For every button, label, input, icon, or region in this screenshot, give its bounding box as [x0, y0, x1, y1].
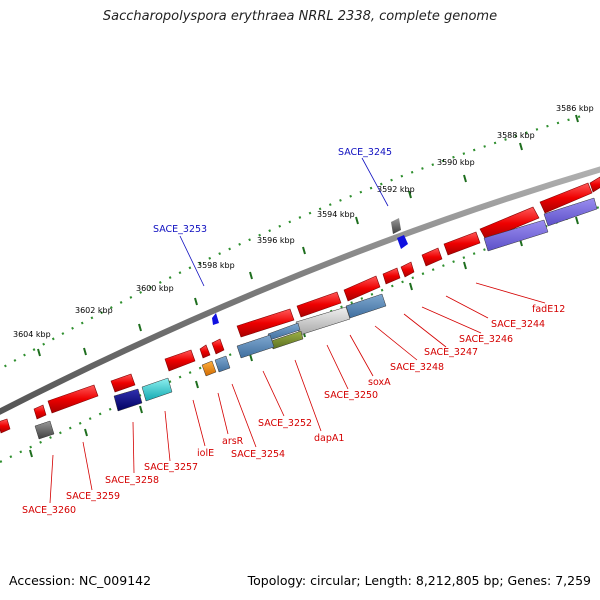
gene-label: SACE_3246	[459, 334, 513, 345]
gene-feature	[110, 373, 136, 393]
gene-feature	[296, 291, 342, 318]
outer-major-ticks	[37, 114, 579, 357]
gene-label: SACE_3257	[144, 462, 198, 473]
gene-feature	[443, 231, 481, 256]
inner-gene-labels: fadE12 SACE_3244 SACE_3246 SACE_3247 SAC…	[22, 304, 565, 516]
topology-text: Topology: circular; Length: 8,212,805 bp…	[247, 573, 591, 588]
scale-tick-label: 3594 kbp	[317, 210, 355, 219]
scale-tick-label: 3596 kbp	[257, 236, 295, 245]
gene-feature	[345, 293, 387, 319]
gene-track	[0, 176, 600, 434]
gene-feature	[141, 377, 173, 402]
gene-feature	[539, 182, 593, 214]
gene-feature	[343, 275, 381, 302]
scale-tick-label: 3598 kbp	[197, 261, 235, 270]
gene-label: SACE_3259	[66, 491, 120, 502]
gene-feature	[47, 384, 99, 414]
gene-label: SACE_3260	[22, 505, 76, 516]
gene-feature	[212, 313, 219, 325]
gene-label: SACE_3245	[338, 147, 392, 158]
gene-feature	[397, 235, 408, 249]
gene-feature	[589, 176, 600, 193]
gene-feature	[214, 355, 231, 373]
gene-feature	[33, 404, 47, 420]
gene-feature	[236, 308, 295, 338]
gene-label: soxA	[368, 377, 391, 388]
gene-feature	[201, 360, 217, 377]
map-title: Saccharopolyspora erythraea NRRL 2338, c…	[102, 9, 498, 24]
gene-feature	[199, 344, 211, 359]
feature-track	[34, 197, 598, 440]
gene-feature	[236, 334, 275, 359]
gene-label: arsR	[222, 436, 244, 447]
gene-feature	[479, 206, 540, 241]
gene-label: SACE_3258	[105, 475, 159, 486]
gene-label: SACE_3254	[231, 449, 285, 460]
gene-feature	[382, 267, 401, 285]
forward-strand-features	[212, 218, 408, 325]
gene-label: SACE_3253	[153, 224, 207, 235]
scale-tick-label: 3588 kbp	[497, 131, 535, 140]
scale-tick-label: 3604 kbp	[13, 330, 51, 339]
gene-label: SACE_3244	[491, 319, 545, 330]
scale-tick-label: 3600 kbp	[136, 284, 174, 293]
scale-tick-label: 3590 kbp	[437, 158, 475, 167]
gene-feature	[34, 420, 55, 440]
scale-tick-label: 3592 kbp	[377, 185, 415, 194]
gene-label: SACE_3247	[424, 347, 478, 358]
gene-label: SACE_3250	[324, 390, 378, 401]
gene-label: fadE12	[532, 304, 565, 315]
gene-feature	[421, 247, 443, 267]
gene-feature	[391, 218, 401, 234]
scale-labels: 3586 kbp 3588 kbp 3590 kbp 3592 kbp 3594…	[13, 104, 594, 339]
label-leader-lines	[49, 282, 546, 504]
scale-tick-label: 3586 kbp	[556, 104, 594, 113]
gene-label: dapA1	[314, 433, 344, 444]
outer-scale-ring	[0, 113, 586, 371]
gene-feature	[164, 349, 196, 372]
gene-feature	[400, 261, 415, 278]
genome-backbone	[0, 166, 600, 415]
outer-gene-labels: SACE_3245 SACE_3253	[153, 147, 392, 235]
scale-tick-label: 3602 kbp	[75, 306, 113, 315]
outer-leader-lines	[179, 157, 389, 287]
gene-label: iolE	[197, 448, 214, 459]
gene-feature	[211, 338, 225, 355]
gene-label: SACE_3252	[258, 418, 312, 429]
gene-feature	[543, 197, 598, 227]
gene-feature	[113, 388, 143, 412]
gene-label: SACE_3248	[390, 362, 444, 373]
accession-text: Accession: NC_009142	[9, 573, 152, 588]
gene-feature	[483, 219, 549, 252]
gene-feature	[0, 418, 11, 434]
